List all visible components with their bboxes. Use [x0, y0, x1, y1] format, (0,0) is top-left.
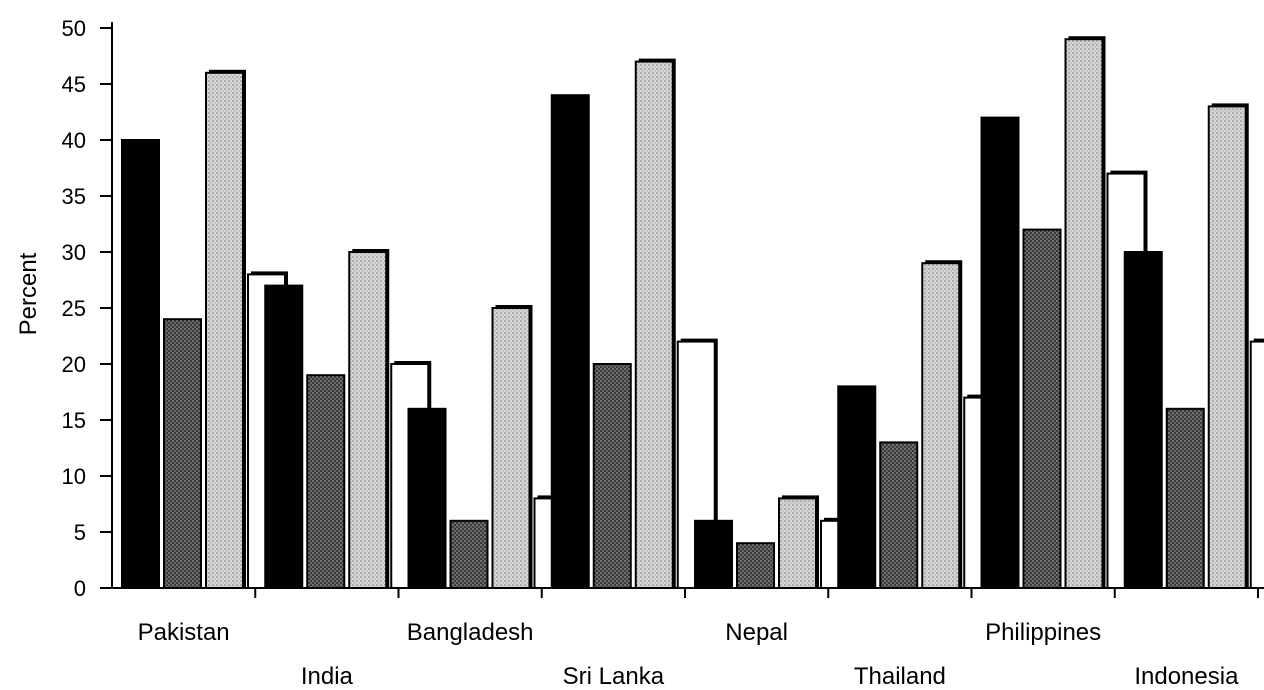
y-tick-label: 35: [62, 184, 86, 209]
bar: [306, 374, 346, 590]
x-category-label: Nepal: [725, 619, 788, 646]
bar: [592, 363, 632, 589]
y-tick-label: 0: [74, 576, 86, 601]
bar: [837, 385, 877, 589]
x-category-label: Philippines: [985, 619, 1101, 646]
x-category-label: India: [301, 663, 354, 690]
y-tick-label: 30: [62, 240, 86, 265]
bar: [163, 318, 202, 589]
x-axis: Pakistan India Bangladesh Sri Lanka Nepal Tha…: [112, 587, 1259, 690]
bar: [205, 71, 244, 590]
x-category-label: Bangladesh: [407, 619, 534, 646]
bar: [121, 139, 160, 589]
bar: [1165, 407, 1205, 589]
y-tick-label: 50: [62, 16, 86, 41]
bar: [348, 251, 388, 589]
bar: [1207, 105, 1247, 590]
bar: [778, 497, 817, 589]
y-tick-label: 20: [62, 352, 86, 377]
y-tick-label: 25: [62, 296, 86, 321]
bar: [407, 407, 447, 589]
bar: [634, 60, 674, 590]
bars: [121, 36, 1264, 590]
bar: [921, 262, 961, 589]
y-tick-label: 40: [62, 128, 86, 153]
bar: [980, 116, 1020, 589]
x-category-label: Pakistan: [138, 619, 230, 646]
bar: [694, 519, 733, 589]
bar: [1064, 38, 1104, 589]
y-tick-label: 10: [62, 464, 86, 489]
y-tick-label: 5: [74, 520, 86, 545]
bar: [1123, 251, 1163, 589]
y-axis-title: Percent: [15, 252, 42, 335]
y-tick-label: 45: [62, 72, 86, 97]
x-category-label: Sri Lanka: [563, 663, 665, 690]
bar: [550, 94, 590, 589]
x-category-label: Thailand: [854, 663, 946, 690]
bar: [491, 307, 531, 589]
bar: [736, 542, 775, 590]
y-tick-label: 15: [62, 408, 86, 433]
bar: [879, 441, 919, 589]
bar: [1249, 340, 1264, 589]
x-category-label: Indonesia: [1134, 663, 1239, 690]
bar: [264, 284, 304, 589]
bar: [449, 519, 489, 589]
bar: [1022, 228, 1062, 589]
y-axis: 0 5 10 15 20 25 30 35 40 45 50: [62, 16, 113, 601]
